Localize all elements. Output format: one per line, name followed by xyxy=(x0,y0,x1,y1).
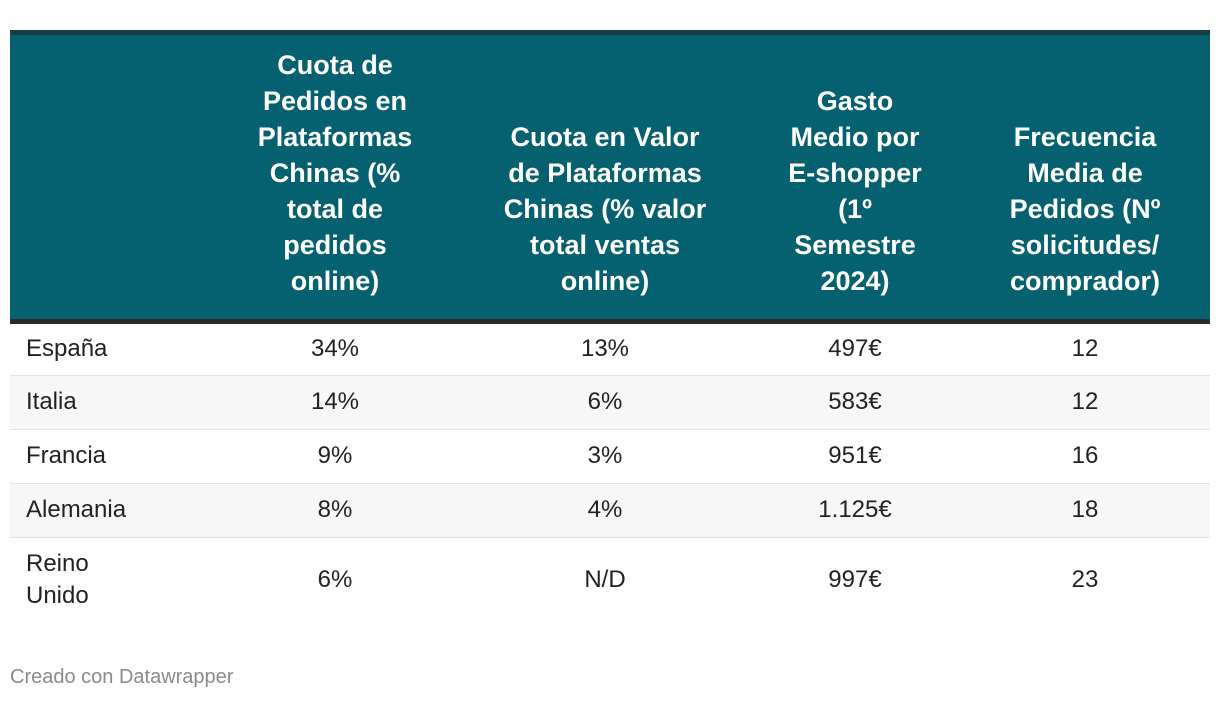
cell-order-frequency: 23 xyxy=(1071,566,1099,594)
data-table: Cuota de Pedidos en Plataformas Chinas (… xyxy=(10,35,1210,623)
cell-value-share: 4% xyxy=(460,483,750,538)
cell-order-share: 14% xyxy=(210,375,460,430)
table-row-francia: Francia 9% 3% 951€ 16 xyxy=(10,429,1210,484)
table-header-row: Cuota de Pedidos en Plataformas Chinas (… xyxy=(10,35,1210,324)
column-header-value-share[interactable]: Cuota en Valor de Plataformas Chinas (% … xyxy=(460,35,750,324)
cell-order-share: 34% xyxy=(210,321,460,376)
cell-order-frequency: 12 xyxy=(960,321,1210,376)
footer-credit[interactable]: Creado con Datawrapper xyxy=(10,666,234,688)
column-header-avg-spend-label: Gasto Medio por E-shopper (1º Semestre 2… xyxy=(788,85,922,296)
cell-country: Alemania xyxy=(10,483,210,538)
cell-avg-spend: 997€ xyxy=(828,566,882,594)
cell-country: Reino Unido xyxy=(10,537,210,623)
column-header-order-share-label: Cuota de Pedidos en Plataformas Chinas (… xyxy=(257,49,413,296)
cell-order-frequency: 16 xyxy=(960,429,1210,484)
table-top-rule xyxy=(10,30,1210,35)
cell-country: Francia xyxy=(10,429,210,484)
column-header-order-frequency-label: Frecuencia Media de Pedidos (Nº solicitu… xyxy=(1009,121,1161,296)
table-row-reino-unido: Reino Unido 6% N/D 997€ 23 xyxy=(10,537,1210,623)
cell-order-share: 6% xyxy=(317,566,353,594)
cell-country-label: Reino Unido xyxy=(26,550,89,610)
cell-avg-spend: 1.125€ xyxy=(750,483,960,538)
cell-order-frequency: 18 xyxy=(960,483,1210,538)
cell-value-share: 6% xyxy=(460,375,750,430)
column-header-order-share[interactable]: Cuota de Pedidos en Plataformas Chinas (… xyxy=(210,35,460,324)
table-row-italia: Italia 14% 6% 583€ 12 xyxy=(10,375,1210,430)
cell-country: España xyxy=(10,321,210,376)
table-row-alemania: Alemania 8% 4% 1.125€ 18 xyxy=(10,483,1210,538)
cell-value-share: 13% xyxy=(460,321,750,376)
cell-order-share: 9% xyxy=(210,429,460,484)
cell-avg-spend: 583€ xyxy=(750,375,960,430)
column-header-avg-spend[interactable]: Gasto Medio por E-shopper (1º Semestre 2… xyxy=(750,35,960,324)
cell-avg-spend: 497€ xyxy=(750,321,960,376)
cell-avg-spend: 951€ xyxy=(750,429,960,484)
column-header-order-frequency[interactable]: Frecuencia Media de Pedidos (Nº solicitu… xyxy=(960,35,1210,324)
cell-order-frequency: 12 xyxy=(960,375,1210,430)
table-row-espana: España 34% 13% 497€ 12 xyxy=(10,321,1210,376)
cell-value-share: 3% xyxy=(460,429,750,484)
cell-value-share: N/D xyxy=(584,566,626,594)
column-header-country xyxy=(10,35,210,324)
cell-country: Italia xyxy=(10,375,210,430)
column-header-value-share-label: Cuota en Valor de Plataformas Chinas (% … xyxy=(503,121,707,296)
cell-order-share: 8% xyxy=(210,483,460,538)
